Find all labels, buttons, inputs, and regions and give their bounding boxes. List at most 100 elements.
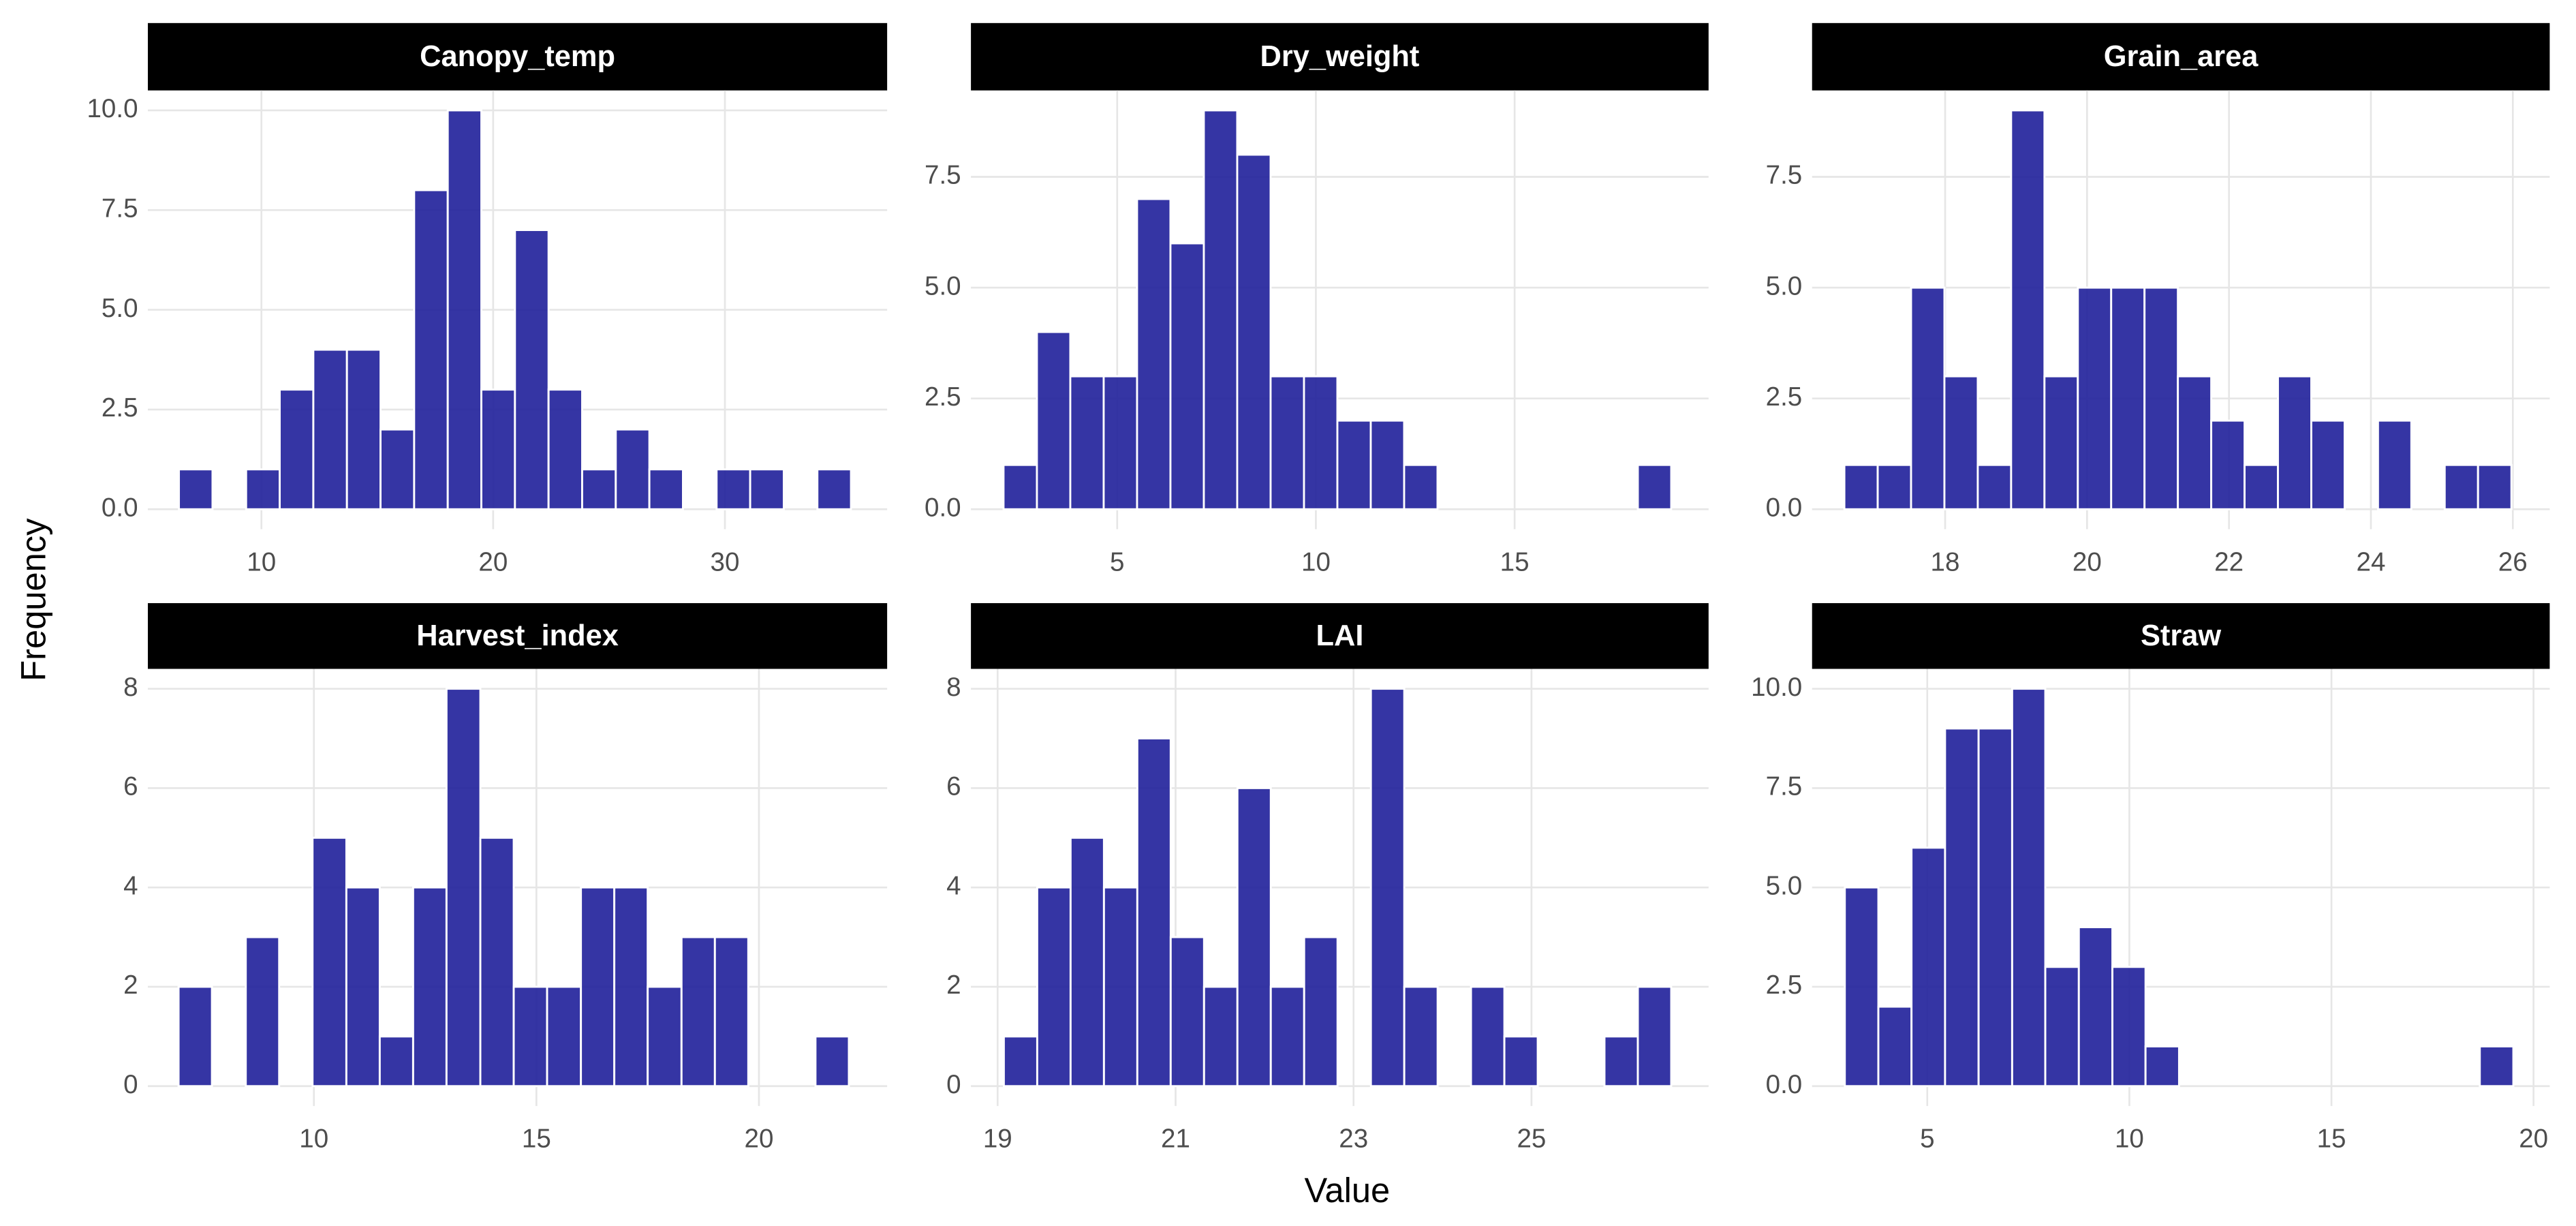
bar [178, 468, 214, 510]
bar [245, 468, 281, 510]
bar [446, 109, 482, 510]
bar [1876, 463, 1912, 510]
bar [2043, 375, 2079, 510]
y-tick-label: 8 [123, 673, 138, 702]
bar [647, 985, 683, 1088]
y-tick-label: 2.5 [102, 393, 138, 423]
x-tick-label: 20 [478, 547, 508, 577]
y-tick-label: 0.0 [1766, 493, 1803, 522]
x-tick-label: 15 [1500, 547, 1530, 577]
facet-strip [971, 22, 1709, 91]
bar [816, 468, 852, 510]
bar [345, 348, 382, 510]
facet-title: Harvest_index [416, 619, 619, 652]
bar [2310, 419, 2346, 510]
bar [480, 388, 516, 510]
x-tick-label: 24 [2356, 547, 2385, 577]
bar [2277, 375, 2312, 510]
x-tick-label: 18 [1931, 547, 1960, 577]
bar [1269, 375, 1305, 510]
bar [613, 886, 649, 1088]
bar [2244, 463, 2279, 510]
facet: Grain_area 0.0 2.5 5.0 7.5 18 20 22 24 26 [1766, 22, 2550, 577]
bar [2143, 286, 2179, 510]
bar [1169, 936, 1205, 1088]
bar [2111, 966, 2147, 1088]
y-tick-label: 0.0 [102, 493, 138, 522]
facet: Canopy_temp 0.0 2.5 5.0 7.5 10.0 10 20 30 [87, 22, 888, 577]
bar [2177, 375, 2213, 510]
bar [2044, 966, 2080, 1088]
bar [1069, 836, 1105, 1088]
bar [1202, 109, 1239, 510]
bar [512, 985, 548, 1088]
bar [1136, 198, 1172, 510]
bar [479, 836, 515, 1088]
bar [1202, 985, 1239, 1088]
bar [713, 936, 749, 1088]
bar [1102, 886, 1138, 1088]
facet: Harvest_index 0 2 4 6 8 10 15 20 [123, 603, 888, 1154]
bar [1036, 886, 1072, 1088]
bar [2477, 463, 2513, 510]
bar [749, 468, 785, 510]
bar [1169, 242, 1205, 510]
y-tick-label: 7.5 [925, 161, 961, 190]
y-tick-label: 10.0 [87, 94, 138, 123]
bar [2011, 688, 2047, 1088]
y-tick-label: 10.0 [1751, 673, 1802, 702]
x-tick-label: 10 [299, 1124, 328, 1154]
bar [2443, 463, 2479, 510]
bar [311, 836, 347, 1088]
bar [1944, 727, 1980, 1088]
facet-title: Grain_area [2104, 40, 2259, 73]
facet: LAI 0 2 4 6 8 19 21 23 25 [946, 603, 1709, 1154]
facet-title: Dry_weight [1260, 40, 1420, 73]
bar [1844, 886, 1880, 1088]
y-tick-label: 2 [946, 970, 961, 1000]
bar [2210, 419, 2246, 510]
bar [1102, 375, 1138, 510]
bar [279, 388, 315, 510]
y-tick-label: 6 [946, 772, 961, 801]
bar [1877, 1005, 1913, 1088]
facet-strip [1812, 22, 2550, 91]
bar [378, 1035, 414, 1088]
bar [514, 229, 550, 510]
facet-title: Canopy_temp [420, 40, 615, 73]
x-tick-label: 10 [2115, 1124, 2144, 1154]
bar [1236, 786, 1272, 1088]
bar [2010, 109, 2046, 510]
bar [1403, 985, 1439, 1088]
x-tick-label: 20 [2519, 1124, 2548, 1154]
y-tick-label: 2.5 [1766, 970, 1803, 1000]
y-tick-label: 0 [946, 1070, 961, 1099]
bar [177, 985, 213, 1088]
x-tick-label: 15 [2317, 1124, 2346, 1154]
x-tick-label: 19 [983, 1124, 1012, 1154]
bar [581, 468, 617, 510]
facet-strip [148, 22, 888, 91]
bar [1910, 286, 1946, 510]
y-tick-label: 4 [946, 871, 961, 900]
y-tick-label: 5.0 [1766, 871, 1803, 900]
y-tick-label: 8 [946, 673, 961, 702]
x-tick-label: 22 [2214, 547, 2244, 577]
bar [814, 1035, 850, 1088]
bar [1843, 463, 1879, 510]
x-tick-label: 25 [1517, 1124, 1546, 1154]
bar [1069, 375, 1105, 510]
bar [312, 348, 348, 510]
bar [2110, 286, 2146, 510]
facet-title: LAI [1316, 619, 1364, 652]
y-tick-label: 7.5 [1766, 772, 1803, 801]
bar [379, 428, 416, 510]
bar [1470, 985, 1506, 1088]
bar [1002, 463, 1038, 510]
bar [1943, 375, 1979, 510]
bar [2144, 1045, 2180, 1088]
bar [1636, 463, 1673, 510]
bar [1236, 153, 1272, 510]
